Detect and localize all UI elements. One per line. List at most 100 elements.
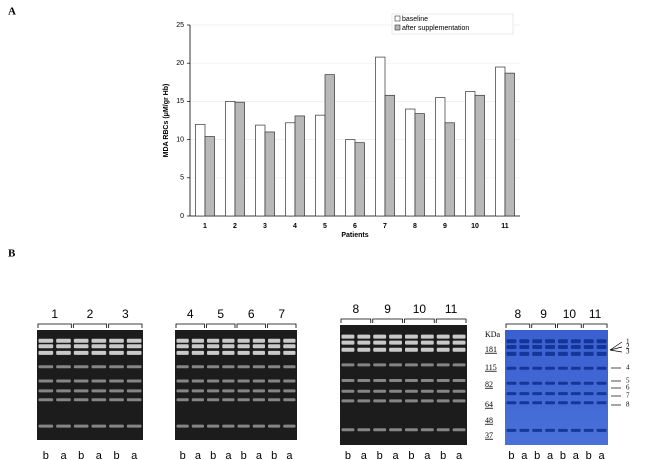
gel-band [38,389,54,393]
x-tick-label: 8 [413,223,417,230]
gel-band [91,365,107,369]
gel-band [596,351,607,356]
gel-band [341,334,355,339]
gel-band [436,399,450,403]
gel-band [268,350,281,355]
gel-band [222,424,235,428]
gel-band [207,344,220,349]
group-bracket [108,323,143,328]
lane-label: b [271,450,277,460]
gel-band [191,365,204,369]
gel-band [558,381,568,385]
gel [505,330,608,445]
gel-band [558,351,568,356]
gel-band [420,428,434,432]
group-bracket [267,323,297,328]
lane-label: b [113,450,119,460]
gel-band [506,366,517,370]
group-label: 6 [248,307,255,321]
y-tick-label: 25 [176,22,184,29]
kda-label: KDa [485,330,501,339]
gel-band [91,338,107,343]
gel-band [91,389,107,393]
gel-band [237,389,250,393]
group-bracket [236,323,266,328]
bar [435,97,446,217]
lane-label: a [225,450,232,460]
gel-band [56,365,71,369]
gel-band [583,344,594,349]
y-tick-label: 5 [180,175,184,182]
bar [375,56,386,217]
gel-band [545,344,555,349]
gel-band [405,340,418,345]
gel-band [126,424,142,428]
group-bracket [505,323,531,328]
gel-band [56,344,71,349]
gel-band [389,379,402,382]
gel-band [532,381,543,385]
gel-band [420,340,434,345]
lane-label: a [286,450,293,460]
lane-label: a [361,450,368,460]
gel-band [420,363,434,367]
group-bracket [404,318,435,323]
gel-band [506,339,517,344]
gel-band [191,389,204,393]
group-label: 5 [217,307,224,321]
gel-band [436,379,450,382]
gel-band [38,398,54,402]
gel-band [570,344,581,349]
x-tick-label: 11 [501,223,509,230]
gel-band [389,399,402,403]
lane-label: b [241,450,247,460]
gel-band [126,398,142,402]
lane-label: b [560,450,566,460]
gel-band [109,379,124,383]
gel-band [570,428,581,432]
lane-label: a [96,450,103,460]
gel-band [452,428,466,432]
lane-label: b [377,450,383,460]
gel-band [109,389,124,393]
bar [414,113,425,217]
gel-band [452,347,466,352]
gel-band [252,379,265,383]
gel-band [389,363,402,367]
x-tick-label: 7 [383,223,387,230]
legend-swatch [394,24,401,31]
group-bracket [175,323,205,328]
group-label: 8 [515,307,522,321]
gel-band [420,334,434,339]
gel-band [207,338,220,343]
gel-band [283,338,296,343]
marker-label: 115 [485,363,497,372]
legend-label: after supplementation [402,25,469,32]
gel-band [373,363,387,367]
lane-label: b [440,450,446,460]
group-bracket [72,323,108,328]
x-tick-label: 6 [353,223,357,230]
gel-band [237,338,250,343]
x-axis-label: Patients [341,232,368,239]
legend-swatch [394,15,401,22]
bar [444,122,455,217]
gel-band [452,379,466,382]
bar [294,115,305,217]
gel-band [436,428,450,432]
gel-band [389,428,402,432]
gel-band [176,424,189,428]
gel-band [420,379,434,382]
gel-band [222,379,235,383]
gel-band [91,379,107,383]
lane-label: b [78,450,84,460]
gel-band [357,334,371,339]
lane-label: a [599,450,606,460]
gel-band [237,379,250,383]
gel-band [519,344,530,349]
bar [234,101,245,217]
gel-band [73,344,89,349]
gel-band [56,338,71,343]
gel-band [519,401,530,405]
gel-band [583,428,594,432]
